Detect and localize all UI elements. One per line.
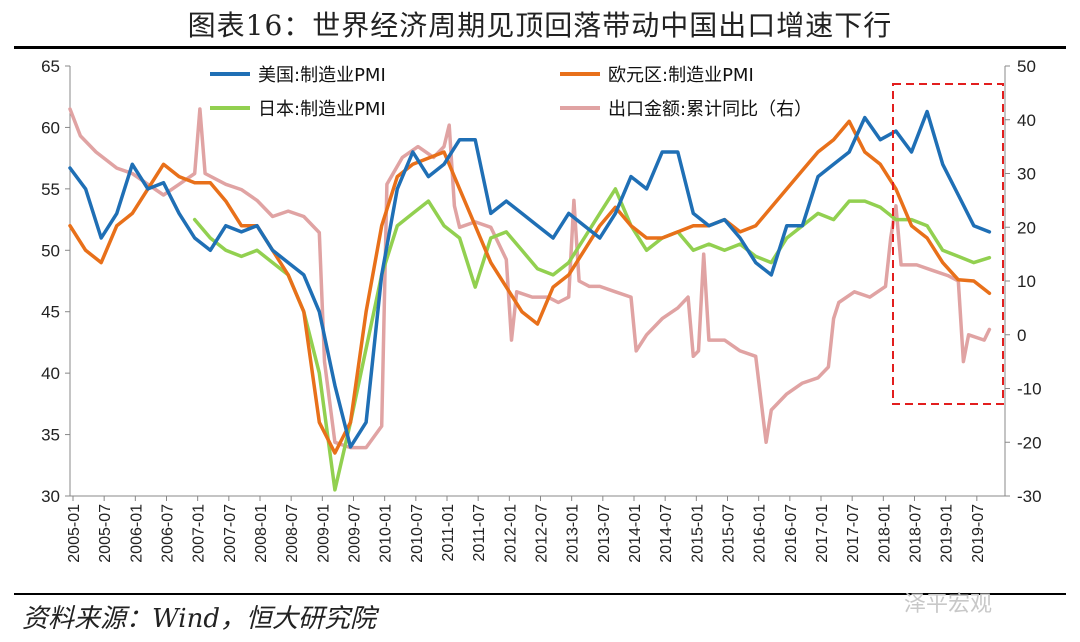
series-line-3 (68, 107, 992, 450)
x-tick-label: 2014-07 (658, 504, 675, 563)
right-tick-label: 40 (1017, 111, 1036, 130)
legend-label-1: 欧元区:制造业PMI (608, 65, 754, 86)
x-tick-label: 2006-01 (128, 504, 145, 563)
highlight-box (892, 83, 1004, 405)
right-tick-label: 0 (1017, 326, 1026, 345)
x-tick-label: 2014-01 (627, 504, 644, 563)
x-tick-label: 2019-07 (970, 504, 987, 563)
x-tick-label: 2018-07 (908, 504, 925, 563)
left-tick-label: 30 (41, 487, 60, 506)
x-tick-label: 2017-01 (814, 504, 831, 563)
left-tick-label: 45 (41, 303, 60, 322)
top-rule (14, 46, 1066, 49)
x-tick-label: 2013-01 (565, 504, 582, 563)
left-tick-label: 35 (41, 426, 60, 445)
series-line-1 (68, 119, 992, 455)
left-tick-label: 55 (41, 180, 60, 199)
x-tick-label: 2011-01 (440, 504, 457, 562)
x-tick-label: 2007-07 (222, 504, 239, 563)
x-tick-label: 2005-01 (66, 504, 83, 563)
x-tick-label: 2016-07 (783, 504, 800, 563)
x-tick-label: 2008-07 (284, 504, 301, 563)
right-tick-label: 30 (1017, 165, 1036, 184)
x-tick-label: 2012-07 (534, 504, 551, 563)
x-tick-label: 2018-01 (876, 504, 893, 563)
x-tick-label: 2015-07 (721, 504, 738, 563)
x-tick-label: 2012-01 (502, 504, 519, 563)
chart-title: 图表16：世界经济周期见顶回落带动中国出口增速下行 (187, 9, 893, 42)
series-line-2 (192, 187, 992, 492)
x-tick-label: 2007-01 (191, 504, 208, 563)
x-tick-label: 2005-07 (97, 504, 114, 563)
legend-label-3: 出口金额:累计同比（右） (608, 99, 812, 120)
x-tick-label: 2009-07 (347, 504, 364, 563)
x-tick-label: 2009-01 (315, 504, 332, 563)
right-tick-label: 50 (1017, 57, 1036, 76)
left-tick-label: 60 (41, 118, 60, 137)
legend-label-0: 美国:制造业PMI (258, 65, 386, 86)
x-tick-label: 2013-07 (596, 504, 613, 563)
watermark: 泽平宏观 (904, 592, 993, 617)
left-tick-label: 40 (41, 364, 60, 383)
x-tick-label: 2015-01 (689, 504, 706, 563)
source-note: 资料来源：Wind，恒大研究院 (22, 604, 376, 634)
right-tick-label: -10 (1017, 380, 1042, 399)
right-tick-label: 10 (1017, 272, 1036, 291)
x-tick-label: 2010-01 (378, 504, 395, 563)
right-tick-label: -30 (1017, 487, 1042, 506)
x-tick-label: 2019-01 (939, 504, 956, 563)
left-tick-label: 65 (41, 57, 60, 76)
x-tick-label: 2008-01 (253, 504, 270, 563)
x-tick-label: 2010-07 (409, 504, 426, 563)
series-line-0 (68, 109, 992, 449)
left-tick-label: 50 (41, 241, 60, 260)
x-tick-label: 2006-07 (160, 504, 177, 563)
right-tick-label: 20 (1017, 218, 1036, 237)
bottom-rule (14, 593, 1066, 595)
x-tick-label: 2016-01 (752, 504, 769, 563)
x-tick-label: 2011-07 (471, 504, 488, 562)
x-tick-label: 2017-07 (845, 504, 862, 563)
right-tick-label: -20 (1017, 433, 1042, 452)
legend-label-2: 日本:制造业PMI (258, 99, 386, 120)
